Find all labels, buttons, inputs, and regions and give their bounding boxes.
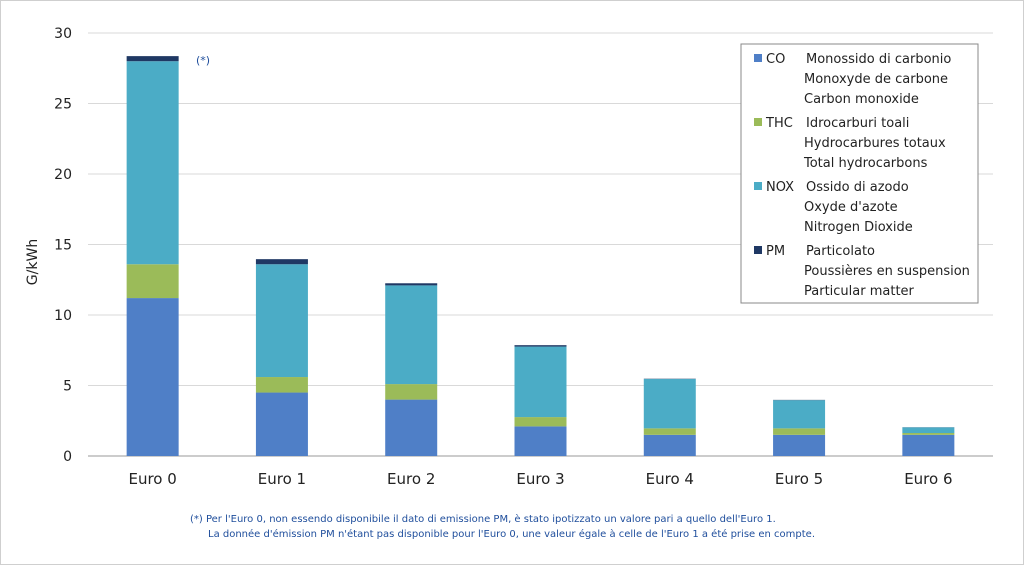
footnote-line-2: La donnée d'émission PM n'étant pas disp… [208, 529, 815, 540]
y-tick-labels: 0 5 10 15 20 25 30 [54, 26, 72, 465]
legend-box [740, 43, 979, 304]
legend-series-name: CO [766, 52, 785, 67]
y-tick-label: 10 [54, 308, 72, 324]
legend-entry-label: Monoxyde de carbone [804, 72, 948, 87]
bar-segment-nox [643, 379, 696, 429]
legend-series-name: NOX [766, 180, 794, 195]
legend-entry-label: Carbon monoxide [804, 92, 919, 107]
legend: CO Monossido di carbonio Monoxyde de carbo… [740, 43, 979, 304]
bar-segment-co [643, 434, 696, 456]
x-category-labels: Euro 0 Euro 1 Euro 2 Euro 3 Euro 4 Euro 5 Euro… [128, 470, 952, 488]
bar-segment-nox [255, 264, 308, 378]
legend-entry-label: Oxyde d'azote [804, 200, 898, 215]
x-category-label: Euro 6 [904, 470, 952, 488]
y-tick-label: 25 [54, 97, 72, 113]
bars [126, 56, 955, 456]
y-tick-label: 0 [63, 449, 72, 465]
legend-swatch-pm [754, 246, 762, 254]
bar-segment-nox [126, 61, 179, 265]
bar-segment-nox [385, 285, 438, 385]
legend-entry-label: Particular matter [804, 284, 915, 299]
footnote: (*) Per l'Euro 0, non essendo disponibil… [190, 512, 815, 542]
bar-segment-pm [126, 56, 179, 62]
bar-segment-thc [902, 433, 955, 435]
legend-swatch-nox [754, 182, 762, 190]
bar-segment-co [902, 434, 955, 456]
legend-swatch-thc [754, 118, 762, 126]
bar-segment-co [514, 426, 567, 456]
legend-entry-label: Monossido di carbonio [806, 52, 951, 67]
euro0-annotation: (*) [196, 54, 210, 67]
x-category-label: Euro 0 [128, 470, 176, 488]
bar-segment-thc [643, 428, 696, 435]
y-tick-label: 5 [63, 379, 72, 395]
bar-segment-nox [514, 346, 567, 418]
legend-series-name: THC [765, 116, 793, 131]
bar-segment-pm [514, 345, 567, 347]
bar-segment-co [385, 399, 438, 456]
y-tick-label: 30 [54, 26, 72, 42]
x-category-label: Euro 4 [646, 470, 694, 488]
legend-entry-label: Idrocarburi toali [806, 116, 909, 131]
x-category-label: Euro 5 [775, 470, 823, 488]
bar-segment-thc [385, 384, 438, 400]
bar-segment-co [255, 392, 308, 456]
footnote-line-1: (*) Per l'Euro 0, non essendo disponibil… [190, 514, 776, 525]
legend-entry-label: Nitrogen Dioxide [804, 220, 913, 235]
legend-entry-label: Poussières en suspension [804, 264, 970, 279]
y-tick-label: 20 [54, 167, 72, 183]
bar-segment-nox [773, 400, 826, 429]
legend-swatch-co [754, 54, 762, 62]
y-axis-label: G/kWh [25, 239, 41, 285]
legend-entry-label: Total hydrocarbons [803, 156, 928, 171]
bar-segment-co [773, 434, 826, 456]
legend-entry-label: Particolato [806, 244, 875, 259]
x-category-label: Euro 1 [258, 470, 306, 488]
y-tick-label: 15 [54, 238, 72, 254]
legend-series-name: PM [766, 244, 785, 259]
bar-segment-pm [255, 259, 308, 265]
legend-entry-label: Ossido di azodo [806, 180, 909, 195]
bar-segment-pm [385, 283, 438, 286]
bar-segment-thc [773, 428, 826, 435]
legend-entry-label: Hydrocarbures totaux [804, 136, 946, 151]
x-category-label: Euro 2 [387, 470, 435, 488]
bar-segment-thc [514, 417, 567, 427]
bar-segment-thc [126, 264, 179, 299]
bar-segment-nox [902, 427, 955, 434]
bar-segment-thc [255, 377, 308, 393]
x-category-label: Euro 3 [516, 470, 564, 488]
bar-segment-co [126, 298, 179, 456]
